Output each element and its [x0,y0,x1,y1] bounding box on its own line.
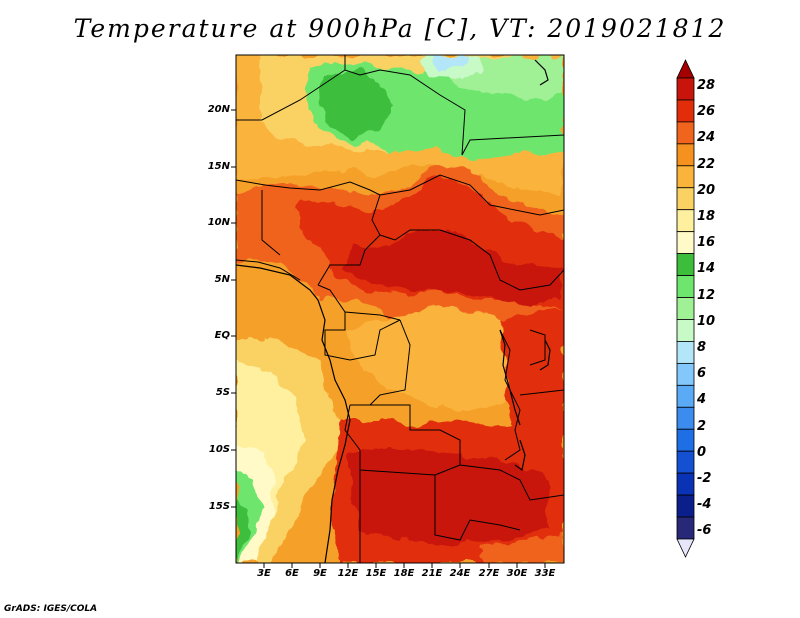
colorbar-label: 6 [697,366,707,382]
colorbar-label: 20 [697,182,716,198]
colorbar-swatch [676,428,695,452]
colorbar-label: 18 [697,209,716,224]
lon-label-6e: 6E [285,568,299,579]
colorbar-swatch [676,362,695,386]
lon-label-9e: 9E [313,568,327,579]
credit-text: GrADS: IGES/COLA [4,604,98,614]
colorbar-label: -6 [697,523,712,539]
colorbar-swatch [676,77,695,101]
lon-label-12e: 12E [337,568,359,579]
colorbar-label: 8 [697,340,707,355]
colorbar-swatch [676,143,695,167]
colorbar-label: 4 [697,392,707,408]
colorbar-label: 0 [697,444,707,460]
lat-label-5n: 5N [214,274,230,285]
colorbar-label: 10 [697,313,716,329]
colorbar-label: -4 [697,497,712,513]
lat-label-10n: 10N [207,217,230,228]
axis-ticks [231,109,546,568]
lat-label-15n: 15N [207,161,230,172]
lon-label-30e: 30E [506,568,528,579]
colorbar-swatch [676,297,695,320]
colorbar-swatch [676,384,695,408]
colorbar-label: -2 [697,471,712,486]
colorbar-swatch [676,253,695,276]
map-title: Temperature at 900hPa [C], VT: 201902181… [73,14,727,43]
coastlines [236,59,551,563]
lon-label-3e: 3E [257,568,271,579]
lat-label-10s: 10S [208,444,230,455]
colorbar-min-triangle [676,538,695,558]
colorbar-swatch [676,209,695,233]
colorbar-swatch [676,275,695,298]
colorbar-swatch [676,121,695,145]
colorbar-swatch [676,187,695,211]
colorbar-swatch [676,472,695,496]
colorbar-swatch [676,516,695,540]
colorbar-max-triangle [676,59,695,79]
lon-label-18e: 18E [393,568,415,579]
colorbar-swatch [676,494,695,518]
lat-label-20n: 20N [207,104,230,115]
colorbar-swatch [676,406,695,430]
colorbar-swatch [676,231,695,255]
colorbar-label: 12 [697,287,716,303]
colorbar-label: 14 [697,261,716,277]
colorbar-swatch [676,341,695,364]
lon-label-15e: 15E [365,568,387,579]
colorbar-label: 2 [697,418,707,434]
lon-label-21e: 21E [421,568,443,579]
colorbar-swatch [676,165,695,189]
colorbar-label: 16 [697,235,716,251]
colorbar-swatch [676,450,695,474]
lon-label-24e: 24E [449,568,471,579]
lon-label-33e: 33E [534,568,556,579]
colorbar-swatch [676,319,695,342]
country-borders [236,55,564,563]
colorbar [676,59,695,558]
lat-label-15s: 15S [208,501,230,512]
colorbar-swatch [676,99,695,123]
lon-label-27e: 27E [478,568,500,579]
colorbar-label: 26 [697,104,716,120]
colorbar-label: 22 [697,156,716,172]
temperature-field [236,55,564,563]
map-frame [235,54,565,564]
lat-label-eq: EQ [214,330,230,341]
lat-label-5s: 5S [215,387,230,398]
colorbar-label: 24 [697,130,716,146]
colorbar-label: 28 [697,78,716,93]
